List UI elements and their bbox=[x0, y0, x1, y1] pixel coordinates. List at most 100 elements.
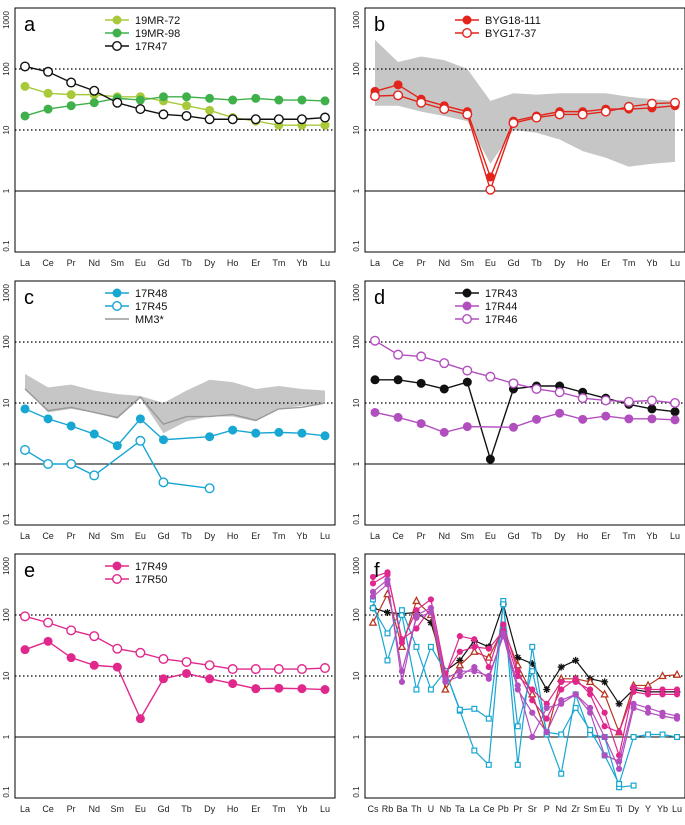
x-tick-label: Pr bbox=[67, 804, 76, 814]
x-tick-label: Sr bbox=[528, 804, 537, 814]
data-point bbox=[543, 686, 551, 694]
data-point bbox=[89, 660, 99, 670]
data-point bbox=[529, 668, 536, 675]
x-tick-label: Ti bbox=[616, 804, 623, 814]
series-line bbox=[372, 571, 677, 758]
legend-marker bbox=[112, 28, 122, 38]
x-tick-label: Gd bbox=[507, 258, 519, 268]
data-point bbox=[227, 664, 238, 675]
data-point bbox=[43, 459, 54, 470]
legend-entry: 19MR-72 bbox=[135, 15, 180, 27]
legend-entry: 17R44 bbox=[485, 301, 517, 313]
x-tick-label: Ho bbox=[227, 258, 239, 268]
data-point bbox=[646, 395, 657, 406]
x-tick-label: Pr bbox=[417, 531, 426, 541]
data-point bbox=[670, 407, 680, 417]
data-point bbox=[500, 621, 507, 628]
data-point bbox=[204, 114, 215, 125]
data-point bbox=[646, 98, 657, 109]
legend-marker bbox=[112, 15, 122, 25]
x-tick-label: Er bbox=[251, 531, 260, 541]
data-point bbox=[456, 648, 463, 655]
data-point bbox=[205, 674, 215, 684]
data-point bbox=[630, 700, 637, 707]
data-point bbox=[274, 427, 284, 437]
data-point bbox=[384, 581, 391, 588]
legend-marker bbox=[462, 288, 472, 298]
data-point bbox=[158, 109, 169, 120]
data-point bbox=[558, 686, 565, 693]
data-point bbox=[416, 97, 427, 108]
series-line bbox=[24, 640, 326, 721]
x-tick-label: Gd bbox=[507, 531, 519, 541]
data-point bbox=[439, 358, 450, 369]
y-tick-label: 100 bbox=[2, 608, 11, 622]
x-tick-label: Pb bbox=[498, 804, 509, 814]
data-point bbox=[615, 765, 623, 772]
x-tick-label: Lu bbox=[320, 258, 330, 268]
x-tick-label: Tb bbox=[181, 258, 192, 268]
data-point bbox=[158, 477, 169, 488]
y-tick-label: 0.1 bbox=[2, 786, 11, 798]
data-point bbox=[89, 470, 100, 481]
data-point bbox=[368, 617, 378, 626]
data-point bbox=[427, 619, 435, 627]
x-tick-label: Sm bbox=[461, 258, 475, 268]
data-point bbox=[251, 93, 261, 103]
x-tick-label: Ce bbox=[483, 804, 495, 814]
x-tick-label: Nd bbox=[88, 531, 100, 541]
data-point bbox=[554, 387, 565, 398]
x-tick-label: Tb bbox=[181, 804, 192, 814]
x-tick-label: Ce bbox=[42, 258, 54, 268]
data-point bbox=[427, 686, 434, 693]
data-point bbox=[205, 432, 215, 442]
x-tick-label: Eu bbox=[485, 531, 496, 541]
data-point bbox=[204, 483, 215, 494]
data-point bbox=[471, 705, 478, 712]
data-point bbox=[601, 411, 611, 421]
data-point bbox=[158, 435, 168, 445]
x-tick-label: Lu bbox=[320, 804, 330, 814]
data-point bbox=[439, 427, 449, 437]
x-tick-label: Eu bbox=[485, 258, 496, 268]
data-point bbox=[615, 700, 623, 708]
data-point bbox=[205, 105, 215, 115]
data-point bbox=[659, 691, 666, 698]
series-17R49 bbox=[20, 636, 330, 724]
x-tick-label: Tb bbox=[531, 258, 542, 268]
x-tick-label: Eu bbox=[135, 258, 146, 268]
x-tick-label: Ce bbox=[42, 531, 54, 541]
data-point bbox=[20, 81, 30, 91]
data-point bbox=[558, 731, 565, 738]
x-tick-label: Dy bbox=[204, 531, 215, 541]
data-point bbox=[158, 674, 168, 684]
data-point bbox=[135, 714, 145, 724]
series-BYG17-37 bbox=[370, 90, 681, 195]
data-point bbox=[455, 660, 465, 669]
data-point bbox=[577, 393, 588, 404]
x-tick-label: Ho bbox=[227, 531, 239, 541]
data-point bbox=[529, 643, 536, 650]
data-point bbox=[66, 421, 76, 431]
data-point bbox=[250, 664, 261, 675]
data-point bbox=[89, 98, 99, 108]
data-point bbox=[601, 752, 608, 759]
data-point bbox=[43, 66, 54, 77]
data-point bbox=[205, 93, 215, 103]
series-17R45 bbox=[20, 435, 215, 494]
panel-label: e bbox=[24, 560, 35, 582]
data-point bbox=[485, 184, 496, 195]
x-tick-label: Ba bbox=[396, 804, 407, 814]
x-tick-label: Nb bbox=[440, 804, 452, 814]
data-point bbox=[529, 709, 536, 716]
x-tick-label: Lu bbox=[670, 531, 680, 541]
x-tick-label: Nd bbox=[88, 258, 100, 268]
y-tick-label: 0.1 bbox=[2, 513, 11, 525]
data-point bbox=[384, 657, 391, 664]
data-point bbox=[89, 631, 100, 642]
x-tick-label: P bbox=[544, 804, 550, 814]
data-point bbox=[66, 101, 76, 111]
legend-marker bbox=[111, 574, 122, 585]
x-tick-label: La bbox=[370, 258, 380, 268]
series-line bbox=[372, 573, 677, 733]
